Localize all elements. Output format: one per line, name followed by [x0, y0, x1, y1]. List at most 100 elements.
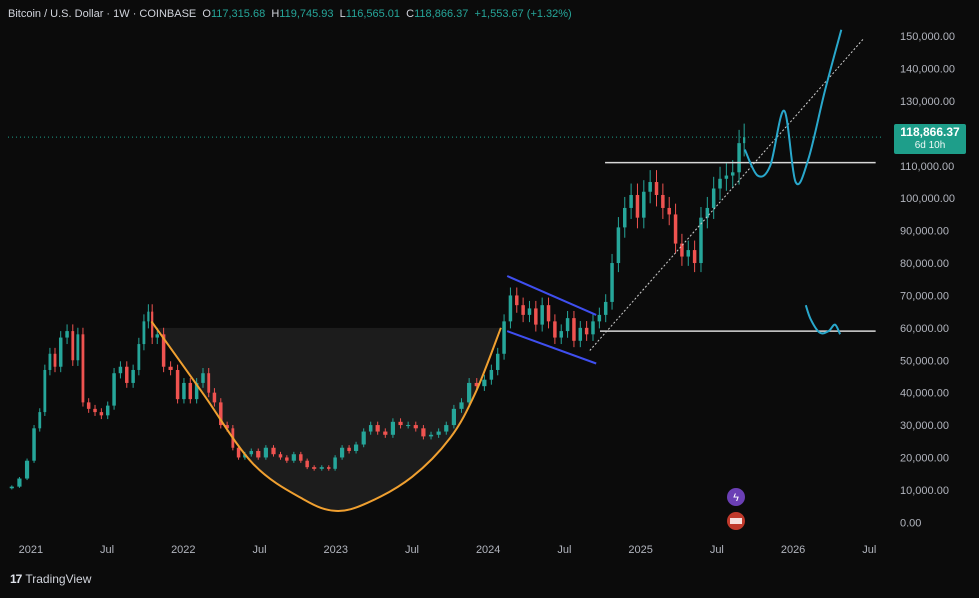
candle-body — [48, 353, 52, 370]
candle-body — [572, 318, 576, 341]
candle-body — [347, 447, 351, 451]
dividend-event-icon[interactable] — [727, 488, 745, 506]
candle-body — [508, 295, 513, 322]
candle-body — [147, 311, 150, 322]
candle-body — [32, 428, 36, 461]
candle-body — [312, 467, 317, 469]
candle-body — [105, 405, 110, 416]
candle-body — [616, 227, 621, 264]
candle-body — [24, 460, 30, 479]
candle-body — [161, 334, 166, 367]
y-tick-label: 100,000.00 — [900, 193, 955, 205]
low-label: L — [339, 8, 346, 20]
drawing-annotations[interactable] — [8, 29, 882, 512]
candle-body — [540, 305, 544, 325]
y-tick-label: 130,000.00 — [900, 96, 955, 108]
event-markers[interactable]: ϟ — [727, 488, 745, 530]
bar-countdown: 6d 10h — [914, 140, 946, 151]
close-label: C — [406, 8, 415, 20]
candle-body — [333, 457, 337, 469]
candle-body — [390, 421, 396, 435]
candle-body — [99, 412, 104, 416]
candle-body — [680, 243, 684, 257]
symbol-name[interactable]: Bitcoin / U.S. Dollar · 1W · COINBASE — [8, 8, 197, 20]
candle-body — [444, 425, 449, 432]
candle-body — [368, 425, 373, 432]
tradingview-brand[interactable]: 17 TradingView — [10, 572, 91, 586]
candle-body — [137, 344, 141, 370]
projection-path-high[interactable] — [743, 29, 843, 186]
candle-body — [182, 382, 186, 400]
y-tick-label: 90,000.00 — [900, 226, 949, 238]
candle-body — [219, 402, 223, 426]
candle-body — [474, 382, 479, 387]
cup-curve[interactable] — [150, 320, 502, 512]
candle-body — [361, 431, 366, 445]
candle-body — [71, 331, 75, 361]
x-tick-label: 2022 — [171, 544, 195, 556]
candle-body — [578, 327, 583, 341]
x-tick-label: 2021 — [19, 544, 43, 556]
candle-body — [271, 447, 276, 455]
change-value: +1,553.67 (+1.32%) — [474, 8, 572, 20]
y-tick-label: 40,000.00 — [900, 388, 949, 400]
candle-body — [340, 447, 345, 458]
y-tick-label: 110,000.00 — [900, 161, 954, 173]
candle-body — [534, 308, 538, 325]
candle-body — [118, 366, 123, 374]
projection-path-low[interactable] — [804, 304, 842, 335]
current-price-tag: 118,866.37 6d 10h — [894, 124, 966, 154]
candle-body — [76, 334, 80, 361]
candle-body — [131, 369, 135, 383]
x-tick-label: 2024 — [476, 544, 500, 556]
candle-body — [175, 369, 180, 400]
time-axis[interactable]: 2021 Jul 2022 Jul 2023 Jul 2024 Jul 2025 Jul 2026 J… — [19, 544, 877, 556]
candle-body — [673, 214, 678, 244]
channel-lower-line[interactable] — [506, 330, 597, 365]
candle-body — [565, 318, 570, 332]
y-tick-label: 30,000.00 — [900, 420, 949, 432]
candle-body — [661, 194, 665, 208]
candle-body — [730, 172, 735, 176]
candle-body — [53, 353, 57, 367]
candle-body — [65, 331, 69, 338]
candle-body — [207, 373, 211, 393]
candle-body — [482, 379, 487, 387]
candle-body — [151, 311, 154, 338]
x-tick-label: Jul — [710, 544, 724, 556]
candle-body — [667, 207, 671, 215]
y-tick-label: 10,000.00 — [900, 485, 949, 497]
x-tick-label: Jul — [557, 544, 571, 556]
candles — [9, 123, 746, 490]
candle-body — [263, 447, 268, 458]
candle-body — [559, 331, 563, 338]
y-tick-label: 140,000.00 — [900, 64, 955, 76]
candle-body — [168, 366, 173, 370]
candle-body — [305, 460, 309, 468]
candle-body — [398, 421, 403, 426]
candle-body — [249, 450, 254, 455]
candle-body — [406, 425, 411, 427]
brand-name: TradingView — [25, 572, 92, 586]
candle-body — [421, 428, 426, 437]
candle-body — [527, 308, 532, 315]
candle-body — [495, 353, 500, 370]
y-tick-label: 80,000.00 — [900, 258, 949, 270]
candle-body — [383, 431, 388, 435]
candle-body — [428, 434, 434, 437]
low-value: 116,565.01 — [345, 8, 401, 20]
channel-upper-line[interactable] — [506, 275, 597, 316]
high-label: H — [271, 8, 280, 20]
trend-line[interactable] — [589, 39, 864, 351]
x-tick-label: Jul — [862, 544, 876, 556]
candle-body — [737, 143, 741, 173]
candle-body — [724, 175, 729, 179]
candle-body — [188, 382, 193, 400]
candle-body — [459, 402, 464, 409]
y-tick-label: 70,000.00 — [900, 290, 949, 302]
candle-body — [413, 425, 418, 429]
candle-body — [546, 305, 551, 322]
candle-body — [81, 334, 85, 403]
candle-body — [711, 188, 716, 208]
